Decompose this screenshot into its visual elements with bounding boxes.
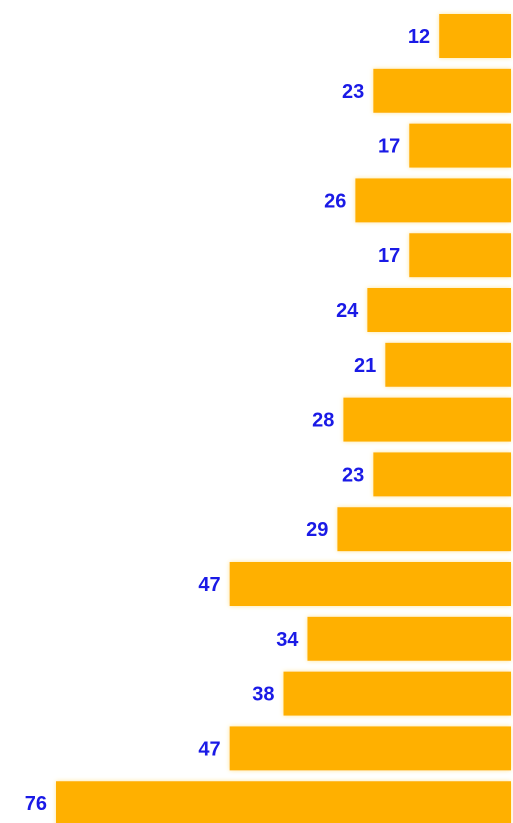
bar-value-label-1: 12 <box>408 26 430 48</box>
bar-13 <box>283 671 511 716</box>
bar-2 <box>373 68 511 113</box>
bar-3 <box>409 123 511 168</box>
bar-4 <box>355 178 511 223</box>
bar-8 <box>343 397 511 442</box>
bar-value-label-14: 47 <box>198 738 220 760</box>
bar-value-label-3: 17 <box>378 136 400 158</box>
bar-14 <box>229 726 512 771</box>
bar-1 <box>439 14 511 58</box>
bars-group <box>56 14 512 823</box>
bar-value-label-6: 24 <box>336 300 359 322</box>
bar-value-label-2: 23 <box>342 81 364 103</box>
bar-12 <box>307 616 511 661</box>
bar-value-label-12: 34 <box>276 629 299 651</box>
bar-15 <box>56 781 511 823</box>
bar-value-label-9: 23 <box>342 464 364 486</box>
labels-group: 12 23 17 26 17 24 21 28 23 29 47 34 38 47 76 <box>25 26 430 815</box>
bar-value-label-7: 21 <box>354 355 376 377</box>
bar-value-label-8: 28 <box>312 410 334 432</box>
bar-value-label-5: 17 <box>378 245 400 267</box>
bar-7 <box>385 342 511 387</box>
bar-10 <box>337 507 511 552</box>
bar-value-label-10: 29 <box>306 519 328 541</box>
bar-value-label-15: 76 <box>25 793 47 815</box>
bar-value-label-11: 47 <box>198 574 220 596</box>
bar-6 <box>367 288 511 332</box>
bar-5 <box>409 233 511 278</box>
bar-value-label-4: 26 <box>324 190 346 212</box>
bar-9 <box>373 452 511 497</box>
bar-11 <box>229 562 512 606</box>
bar-value-label-13: 38 <box>252 684 274 706</box>
